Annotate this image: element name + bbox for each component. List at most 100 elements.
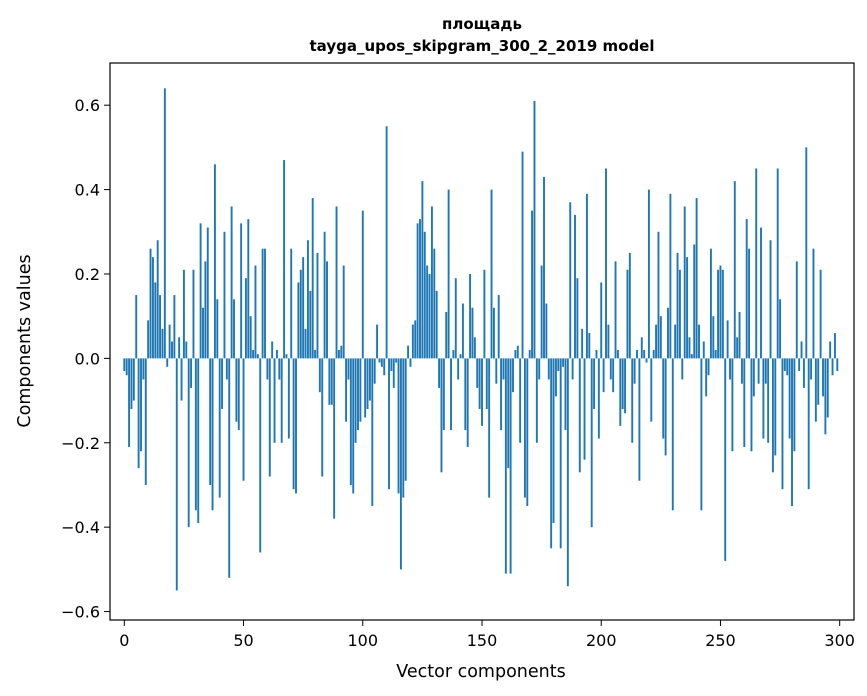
- bar: [667, 307, 669, 359]
- bar: [135, 295, 138, 359]
- bar: [419, 219, 421, 359]
- bar: [633, 358, 636, 384]
- bar: [295, 358, 297, 494]
- bar: [576, 278, 579, 359]
- bar: [798, 358, 801, 372]
- y-tick-label: −0.4: [61, 518, 100, 537]
- bar: [302, 257, 305, 359]
- bar: [743, 358, 746, 447]
- bar: [552, 358, 555, 523]
- bar: [681, 358, 684, 380]
- bar: [791, 358, 793, 507]
- bar: [233, 299, 235, 359]
- bar: [137, 358, 140, 469]
- bar: [247, 219, 250, 359]
- bar: [314, 349, 317, 359]
- bar: [349, 358, 352, 485]
- bar: [695, 198, 698, 359]
- bar: [309, 290, 312, 359]
- bar: [283, 160, 286, 359]
- bar: [628, 252, 631, 359]
- bar: [647, 189, 650, 359]
- bar: [390, 358, 393, 372]
- bar: [817, 358, 820, 405]
- bar: [397, 358, 400, 494]
- bar: [745, 219, 748, 359]
- bar: [836, 358, 839, 372]
- bar: [299, 269, 302, 359]
- x-axis-label: Vector components: [396, 662, 565, 682]
- bar: [254, 265, 257, 359]
- bar: [266, 358, 269, 380]
- bar: [504, 358, 507, 574]
- bar: [554, 358, 557, 397]
- bar: [712, 316, 715, 359]
- bar: [395, 358, 398, 363]
- bar: [562, 358, 565, 367]
- bar: [786, 358, 789, 376]
- bar: [280, 358, 283, 443]
- bar: [407, 345, 410, 359]
- bar: [500, 358, 503, 431]
- bar: [760, 227, 762, 359]
- bar: [399, 358, 402, 570]
- bar: [829, 341, 832, 359]
- bar: [333, 358, 336, 519]
- bar: [457, 358, 460, 380]
- bar: [764, 358, 767, 384]
- bar: [650, 358, 653, 422]
- bar: [171, 341, 173, 359]
- x-tick-label: 0: [119, 631, 129, 650]
- bar: [151, 257, 154, 359]
- bar: [662, 358, 665, 439]
- bar: [175, 358, 178, 591]
- bar: [640, 337, 643, 359]
- bar: [132, 358, 135, 401]
- bar: [337, 349, 340, 359]
- bar: [705, 358, 708, 397]
- bar: [252, 349, 255, 359]
- bar: [578, 358, 581, 473]
- bar: [812, 248, 815, 359]
- bar: [433, 248, 436, 359]
- bar: [688, 337, 691, 359]
- plot-area-frame: [109, 62, 855, 621]
- bar: [199, 223, 202, 359]
- bar: [831, 358, 834, 376]
- bar: [326, 261, 328, 359]
- bar: [709, 248, 712, 359]
- bar: [428, 273, 431, 359]
- y-tick-label: 0.2: [75, 265, 100, 284]
- bar: [440, 358, 443, 473]
- bar: [187, 358, 190, 528]
- x-tick-label: 50: [233, 631, 253, 650]
- bar: [450, 358, 452, 431]
- bar: [335, 206, 338, 359]
- bar: [686, 257, 689, 359]
- bar: [128, 358, 131, 447]
- bar: [182, 269, 185, 359]
- bar: [345, 358, 348, 422]
- bar: [466, 358, 469, 447]
- bar: [526, 358, 529, 507]
- bar: [376, 324, 379, 359]
- bar: [445, 311, 448, 359]
- y-axis-label: Components values: [15, 254, 35, 427]
- bar: [130, 358, 133, 410]
- bar: [636, 349, 638, 359]
- bar: [147, 320, 150, 359]
- chart-title-line-2: tayga_upos_skipgram_300_2_2019 model: [310, 37, 655, 55]
- bar: [192, 269, 195, 359]
- bar: [521, 151, 524, 359]
- bar: [211, 358, 214, 511]
- bar: [767, 358, 770, 443]
- bar: [416, 223, 419, 359]
- bar: [342, 265, 345, 359]
- bar: [492, 307, 495, 359]
- bar: [776, 168, 779, 359]
- bar: [583, 358, 586, 460]
- y-axis-ticks: −0.6 −0.4 −0.2 0.0 0.2 0.4 0.6: [61, 96, 110, 622]
- bar: [368, 358, 371, 401]
- bar: [316, 252, 319, 359]
- bar: [154, 282, 157, 359]
